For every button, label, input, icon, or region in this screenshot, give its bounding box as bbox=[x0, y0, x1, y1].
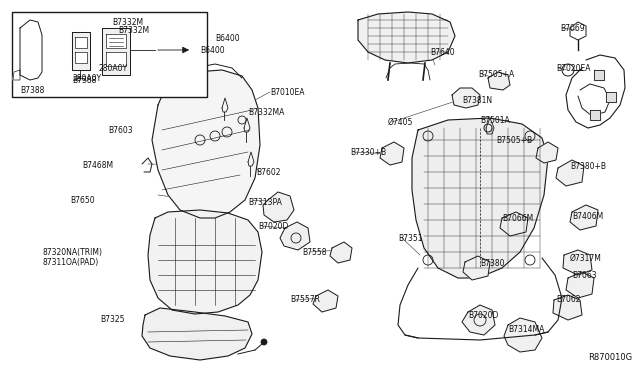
Text: B7406M: B7406M bbox=[572, 212, 604, 221]
Text: B7380+B: B7380+B bbox=[570, 161, 606, 170]
Polygon shape bbox=[536, 142, 558, 163]
Text: B7640: B7640 bbox=[430, 48, 454, 57]
Polygon shape bbox=[556, 160, 584, 186]
Polygon shape bbox=[142, 308, 252, 360]
Text: B7602: B7602 bbox=[256, 167, 280, 176]
Polygon shape bbox=[488, 72, 510, 90]
Polygon shape bbox=[313, 290, 338, 312]
Polygon shape bbox=[20, 20, 42, 80]
Text: B7501A: B7501A bbox=[480, 115, 509, 125]
Polygon shape bbox=[563, 250, 592, 275]
Text: B7063: B7063 bbox=[572, 270, 596, 279]
Polygon shape bbox=[106, 52, 126, 66]
Polygon shape bbox=[462, 305, 495, 335]
Text: B6400: B6400 bbox=[215, 33, 239, 42]
Polygon shape bbox=[412, 118, 548, 278]
Text: B7332M: B7332M bbox=[118, 26, 149, 35]
Text: B7330+B: B7330+B bbox=[350, 148, 386, 157]
Text: B7351: B7351 bbox=[398, 234, 422, 243]
Polygon shape bbox=[75, 52, 87, 63]
Polygon shape bbox=[590, 110, 600, 120]
Text: B7381N: B7381N bbox=[462, 96, 492, 105]
Text: B7388: B7388 bbox=[72, 76, 97, 84]
Text: B7010EA: B7010EA bbox=[270, 87, 305, 96]
Polygon shape bbox=[380, 142, 404, 165]
Text: 280A0Y: 280A0Y bbox=[98, 64, 127, 73]
Text: B7650: B7650 bbox=[70, 196, 95, 205]
Text: B7505+B: B7505+B bbox=[496, 135, 532, 144]
Polygon shape bbox=[606, 92, 616, 102]
Polygon shape bbox=[452, 88, 480, 108]
Polygon shape bbox=[553, 295, 582, 320]
Polygon shape bbox=[152, 70, 260, 218]
Text: 87311OA(PAD): 87311OA(PAD) bbox=[42, 259, 99, 267]
Text: 280A0Y: 280A0Y bbox=[72, 74, 101, 83]
Polygon shape bbox=[75, 37, 87, 48]
Polygon shape bbox=[566, 272, 594, 298]
Text: B7062: B7062 bbox=[556, 295, 580, 305]
Polygon shape bbox=[263, 192, 294, 222]
Text: Ø7317M: Ø7317M bbox=[570, 253, 602, 263]
Text: R870010G: R870010G bbox=[588, 353, 632, 362]
Polygon shape bbox=[463, 256, 490, 280]
Text: B7388: B7388 bbox=[20, 86, 44, 94]
Text: 87320NA(TRIM): 87320NA(TRIM) bbox=[42, 247, 102, 257]
Text: B7505+A: B7505+A bbox=[478, 70, 515, 78]
Text: B7020D: B7020D bbox=[258, 221, 289, 231]
Text: B6400: B6400 bbox=[200, 45, 225, 55]
Polygon shape bbox=[280, 222, 310, 250]
Bar bbox=[12, 12, 207, 97]
Text: B7066M: B7066M bbox=[502, 214, 533, 222]
Text: B7558: B7558 bbox=[302, 247, 326, 257]
Text: B7332MA: B7332MA bbox=[248, 108, 284, 116]
Polygon shape bbox=[330, 242, 352, 263]
Polygon shape bbox=[72, 32, 90, 70]
Text: B7069: B7069 bbox=[560, 23, 584, 32]
Text: Ø7405: Ø7405 bbox=[388, 118, 413, 126]
Text: B7020EA: B7020EA bbox=[556, 64, 591, 73]
Text: B7332M: B7332M bbox=[112, 17, 143, 26]
Polygon shape bbox=[570, 205, 598, 230]
Circle shape bbox=[261, 339, 267, 345]
Text: B7020D: B7020D bbox=[468, 311, 499, 321]
Polygon shape bbox=[504, 318, 542, 352]
Polygon shape bbox=[500, 212, 528, 236]
Polygon shape bbox=[106, 34, 126, 48]
Text: B7313PA: B7313PA bbox=[248, 198, 282, 206]
Text: B7468M: B7468M bbox=[82, 160, 113, 170]
Text: B7314MA: B7314MA bbox=[508, 326, 545, 334]
Text: B7325: B7325 bbox=[100, 315, 125, 324]
Text: B7380: B7380 bbox=[480, 260, 504, 269]
Polygon shape bbox=[594, 70, 604, 80]
Text: B7603: B7603 bbox=[108, 125, 132, 135]
Polygon shape bbox=[358, 12, 455, 63]
Polygon shape bbox=[13, 70, 20, 80]
Text: B7557R: B7557R bbox=[290, 295, 320, 305]
Polygon shape bbox=[102, 28, 130, 75]
Polygon shape bbox=[148, 210, 262, 314]
